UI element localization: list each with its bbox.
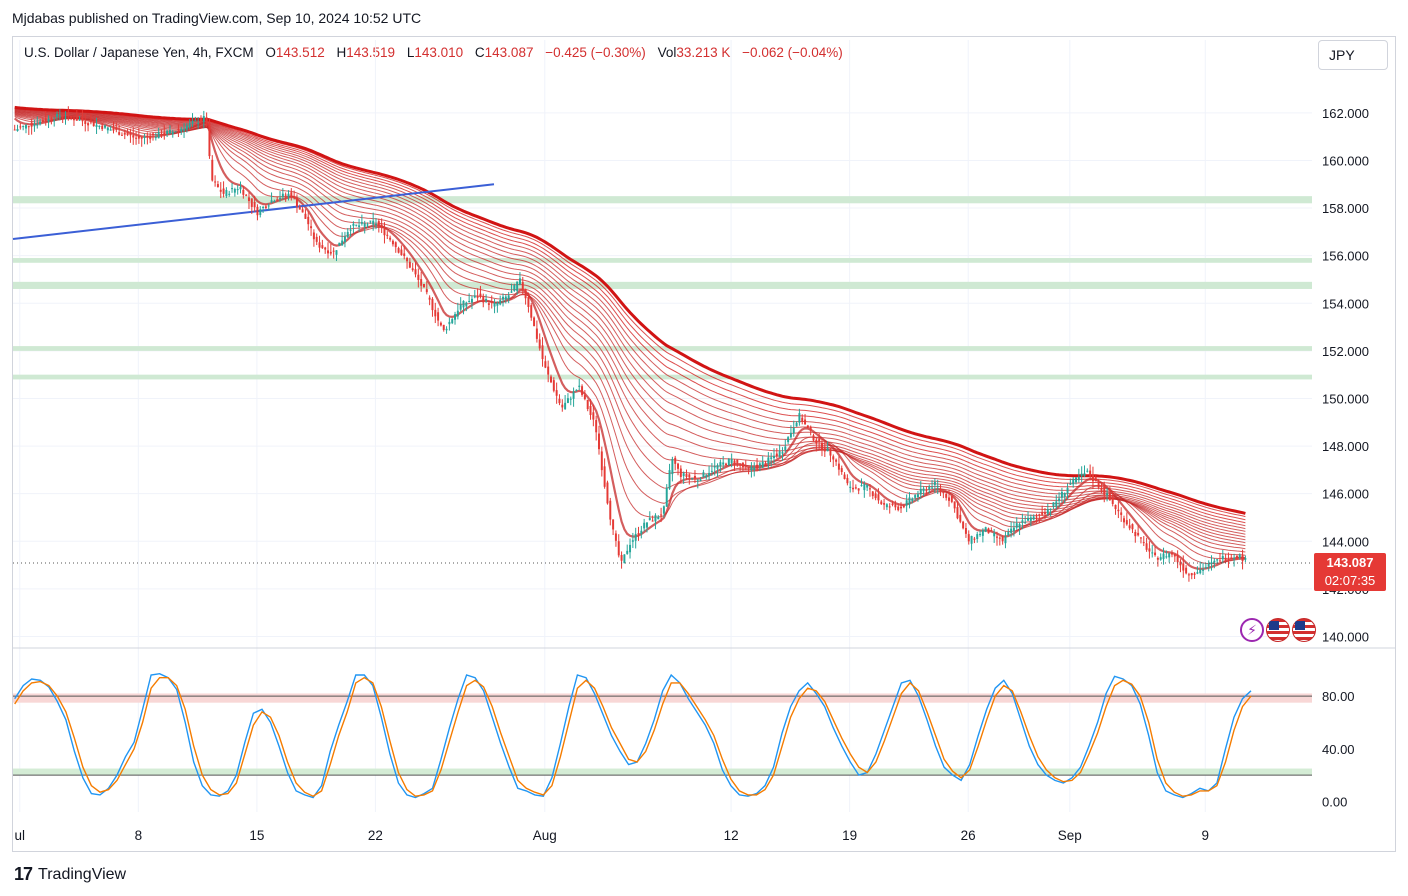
volume-value: 33.213 K — [676, 45, 731, 60]
us-flag-icon[interactable] — [1266, 618, 1290, 642]
tradingview-logo-icon: 17 — [14, 864, 33, 884]
brand: 17 TradingView — [14, 864, 126, 885]
open-value: 143.512 — [275, 45, 325, 60]
high-value: 143.519 — [346, 45, 396, 60]
currency-button[interactable]: JPY — [1318, 40, 1388, 70]
volume-label: Vol — [657, 45, 677, 60]
close-label: C — [474, 45, 485, 60]
low-label: L — [406, 45, 415, 60]
event-markers: ⚡ — [1240, 618, 1316, 642]
us-flag-icon[interactable] — [1292, 618, 1316, 642]
change-value: −0.425 (−0.30%) — [545, 45, 646, 60]
brand-name: TradingView — [38, 865, 127, 883]
symbol-legend: U.S. Dollar / Japanese Yen, 4h, FXCM O14… — [24, 45, 843, 60]
volume-change-value: −0.062 (−0.04%) — [742, 45, 843, 60]
lightning-icon[interactable]: ⚡ — [1240, 618, 1264, 642]
last-price: 143.087 — [1326, 555, 1374, 570]
symbol-name[interactable]: U.S. Dollar / Japanese Yen, 4h, FXCM — [24, 45, 254, 60]
bar-countdown: 02:07:35 — [1324, 573, 1376, 588]
publisher-line: Mjdabas published on TradingView.com, Se… — [12, 10, 422, 26]
open-label: O — [265, 45, 276, 60]
low-value: 143.010 — [414, 45, 464, 60]
high-label: H — [336, 45, 347, 60]
last-price-tag: 143.087 02:07:35 — [1314, 553, 1386, 591]
chart-frame — [12, 36, 1396, 852]
close-value: 143.087 — [484, 45, 534, 60]
